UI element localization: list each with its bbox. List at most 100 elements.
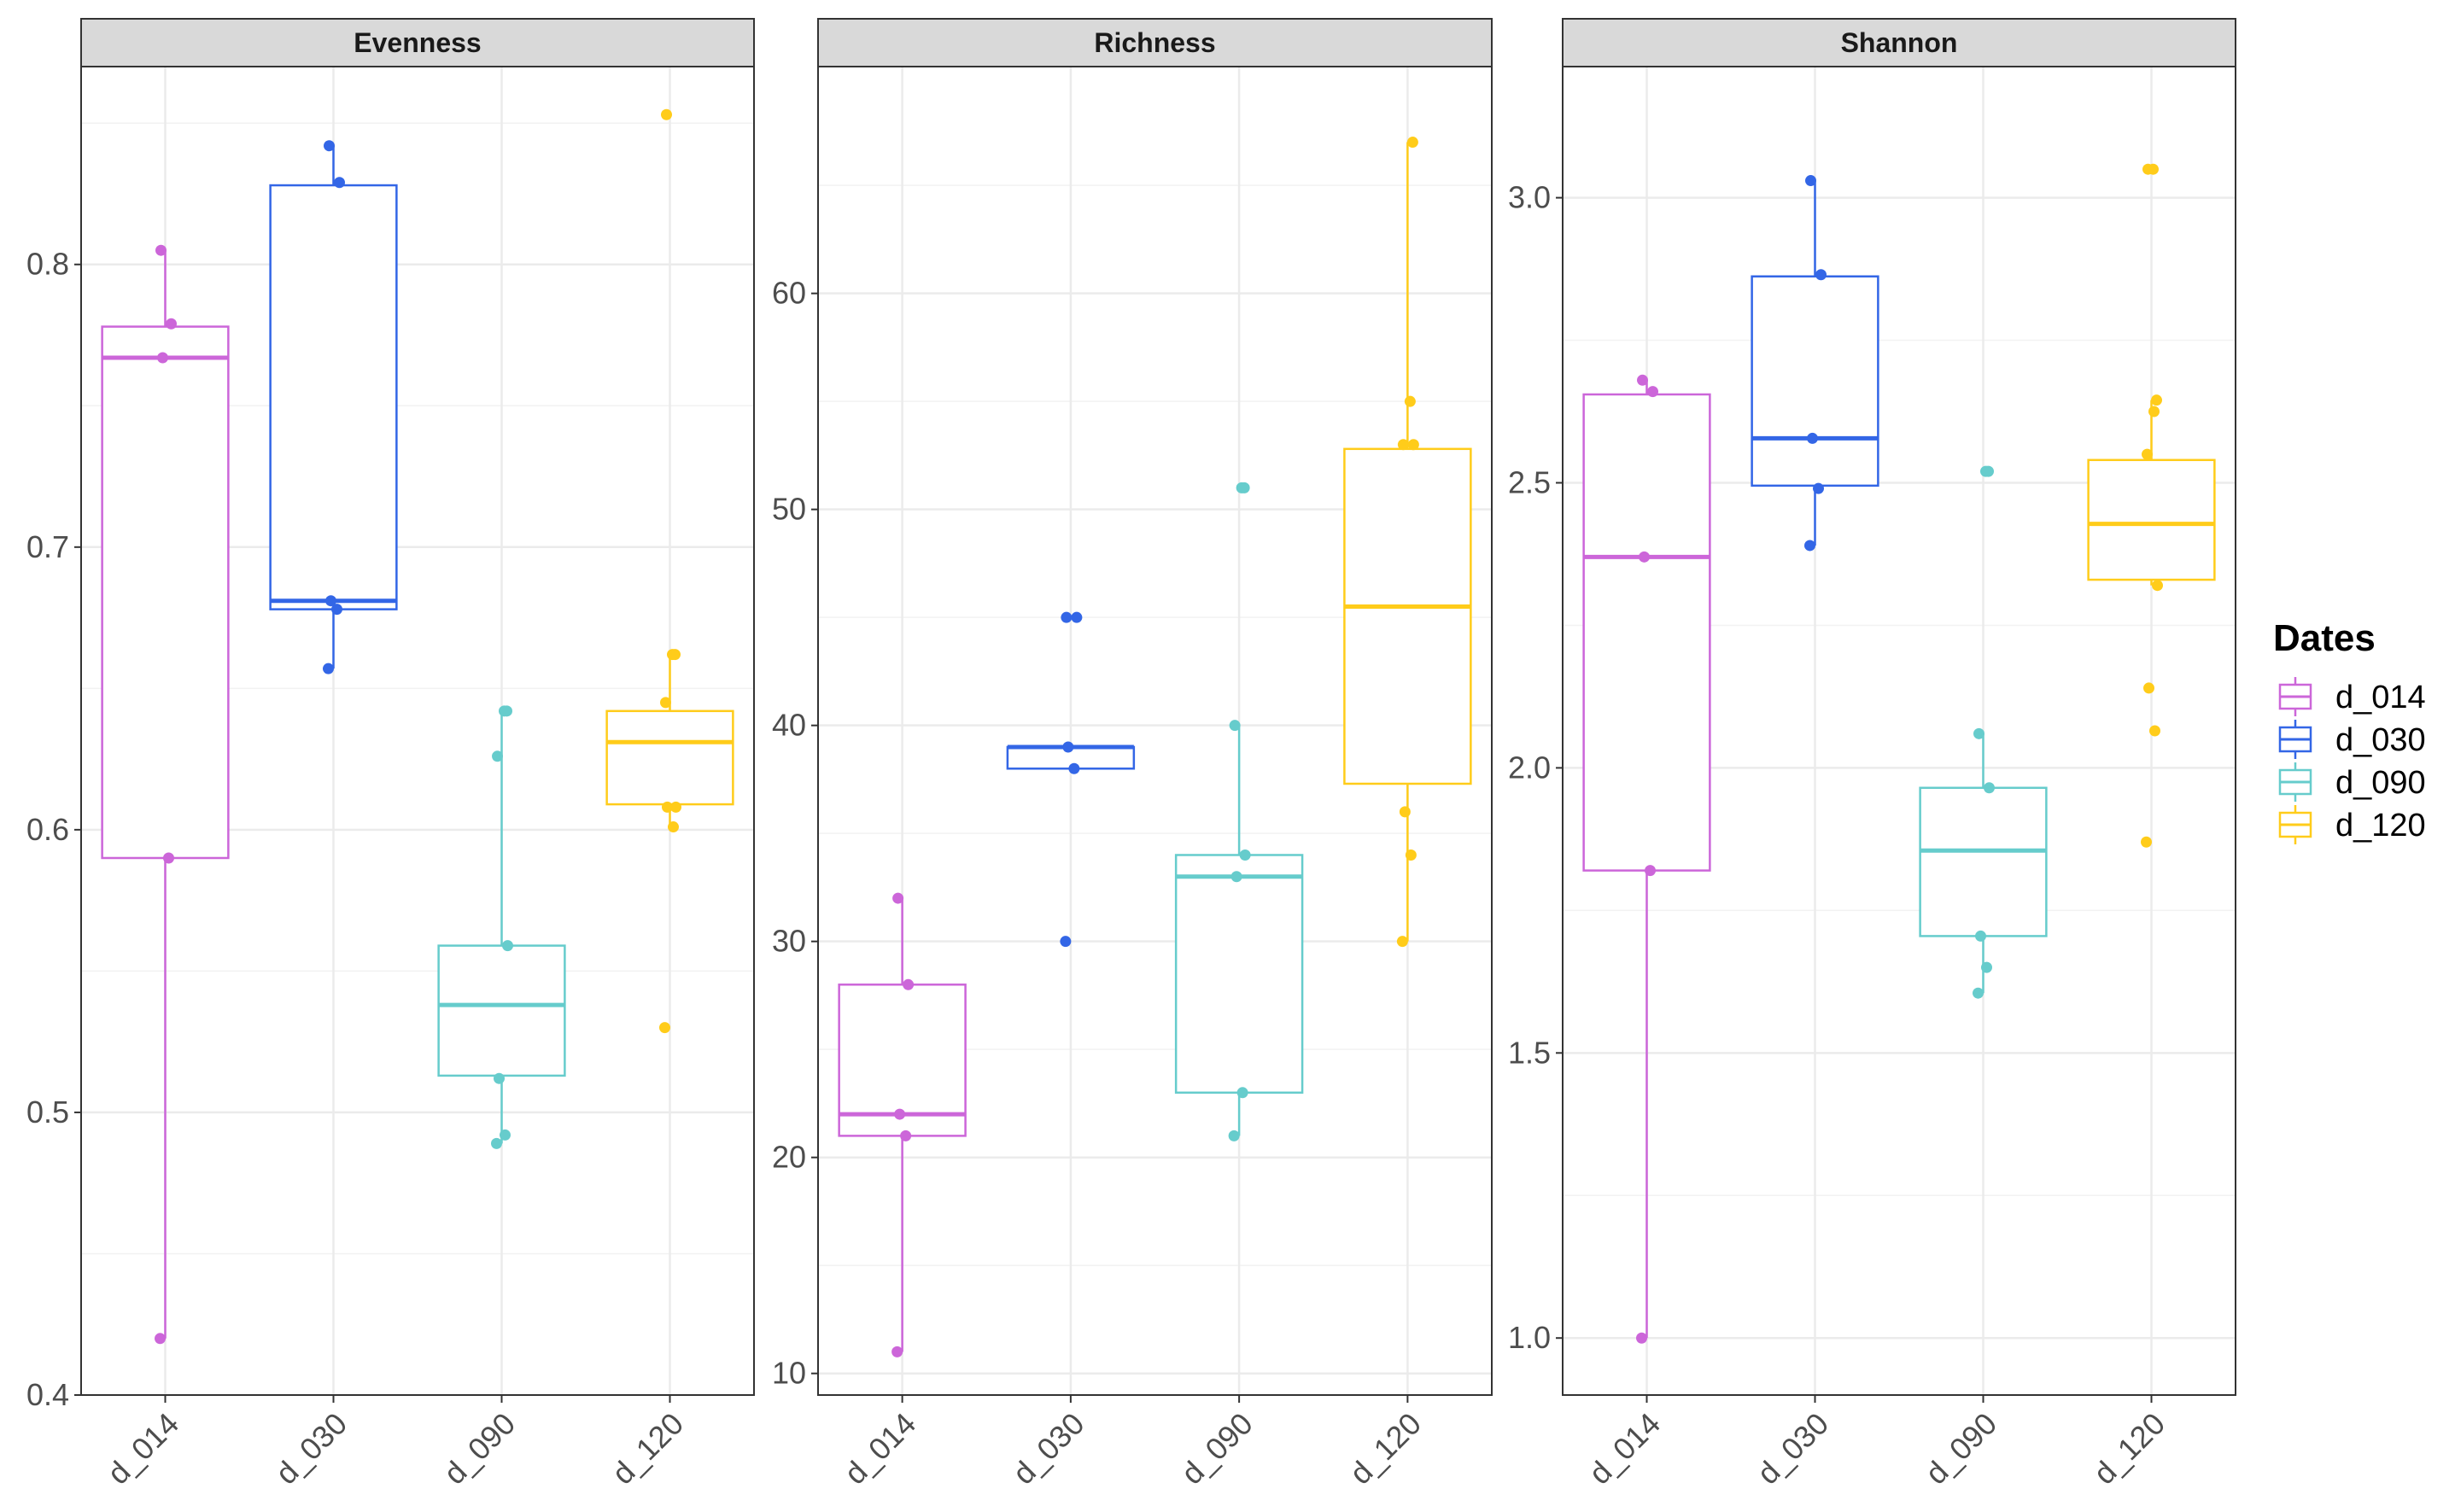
facet-title-evenness: Evenness — [354, 27, 481, 58]
x-tick-label: d_014 — [100, 1406, 185, 1492]
data-point — [334, 177, 345, 189]
data-point — [325, 595, 336, 607]
data-point — [492, 750, 503, 762]
box-iqr — [101, 325, 230, 860]
facet-richness: Richness 10 20 30 40 50 60 d_014 d_030 d_090 d_120 — [772, 18, 1493, 1492]
y-tick-label: 20 — [772, 1140, 806, 1175]
data-point — [1405, 849, 1417, 861]
box-evenness-d-090 — [437, 705, 566, 1149]
data-point — [903, 978, 915, 990]
data-point — [1973, 987, 1984, 999]
legend: Dates d_014 d_030 d_090 d_120 — [2273, 617, 2426, 844]
box-iqr — [605, 709, 734, 806]
data-point — [2149, 725, 2160, 737]
data-point — [494, 1072, 505, 1084]
data-point — [900, 1130, 912, 1141]
data-point — [155, 244, 167, 256]
box-shannon-d-030 — [1751, 175, 1879, 552]
box-richness-d-030 — [1006, 611, 1136, 948]
facet-strip-richness — [817, 18, 1493, 67]
box-richness-d-090 — [1174, 482, 1304, 1141]
x-tick-label: d_030 — [1750, 1406, 1835, 1492]
data-point — [661, 108, 672, 120]
facet-title-shannon: Shannon — [1841, 27, 1958, 58]
y-tick-label: 2.0 — [1508, 750, 1551, 785]
data-point — [157, 352, 168, 364]
data-point — [1973, 727, 1984, 739]
data-point — [1236, 1087, 1248, 1099]
facet-strip-evenness — [80, 18, 755, 67]
data-point — [1645, 865, 1656, 877]
box-evenness-d-120 — [605, 108, 734, 1034]
data-point — [670, 801, 681, 813]
data-point — [1397, 439, 1409, 451]
legend-item-d-030: d_030 — [2278, 720, 2426, 759]
y-tick-label: 40 — [772, 708, 806, 743]
panel-border-evenness — [80, 66, 755, 1396]
box-iqr — [1174, 854, 1304, 1095]
data-point — [669, 649, 681, 661]
data-point — [1805, 175, 1816, 187]
x-tick-label: d_090 — [1918, 1406, 2003, 1492]
box-shannon-d-090 — [1919, 465, 2048, 999]
box-iqr — [437, 944, 566, 1077]
data-point — [891, 1346, 903, 1357]
data-point — [491, 1137, 502, 1149]
legend-label: d_120 — [2335, 808, 2426, 844]
legend-label: d_030 — [2335, 722, 2426, 758]
data-point — [1639, 551, 1650, 563]
x-tick-label: d_120 — [605, 1406, 690, 1492]
data-point — [1399, 806, 1411, 818]
y-tick-label: 0.5 — [26, 1095, 69, 1130]
data-point — [502, 940, 513, 952]
box-evenness-d-030 — [269, 140, 398, 674]
box-iqr — [1582, 393, 1711, 872]
y-tick-label: 50 — [772, 492, 806, 527]
data-point — [2152, 580, 2163, 592]
data-point — [668, 821, 679, 833]
box-iqr — [1751, 275, 1879, 487]
y-tick-label: 1.0 — [1508, 1320, 1551, 1355]
legend-label: d_014 — [2335, 680, 2426, 715]
x-tick-label: d_090 — [436, 1406, 522, 1492]
box-shannon-d-120 — [2087, 163, 2216, 848]
x-tick-label: d_014 — [838, 1406, 923, 1492]
y-tick-label: 0.8 — [26, 247, 69, 282]
data-point — [1404, 395, 1416, 407]
legend-label: d_090 — [2335, 765, 2426, 801]
facet-title-richness: Richness — [1094, 27, 1215, 58]
data-point — [659, 1022, 670, 1034]
data-point — [1636, 1332, 1647, 1344]
data-point — [1239, 849, 1251, 861]
legend-title: Dates — [2273, 617, 2376, 659]
data-point — [1228, 1130, 1240, 1141]
x-tick-label: d_090 — [1174, 1406, 1260, 1492]
data-point — [1813, 482, 1824, 494]
y-tick-label: 0.6 — [26, 812, 69, 847]
box-iqr — [269, 184, 398, 610]
facet-shannon: Shannon 1.0 1.5 2.0 2.5 3.0 d_014 d_030 d_090 d_1… — [1508, 18, 2236, 1492]
panel-border-shannon — [1562, 66, 2236, 1396]
y-tick-label: 3.0 — [1508, 180, 1551, 215]
data-point — [1981, 961, 1992, 973]
data-point — [1062, 741, 1074, 753]
x-tick-label: d_030 — [268, 1406, 354, 1492]
facet-evenness: Evenness 0.4 0.5 0.6 0.7 0.8 d_014 d_030 d_090 d_… — [26, 18, 755, 1492]
data-point — [2141, 836, 2152, 848]
data-point — [155, 1333, 166, 1345]
data-point — [1061, 611, 1073, 623]
data-point — [1807, 432, 1818, 444]
data-point — [2142, 448, 2153, 460]
legend-item-d-120: d_120 — [2278, 805, 2426, 844]
y-tick-label: 60 — [772, 276, 806, 311]
data-point — [1647, 386, 1658, 398]
legend-item-d-014: d_014 — [2278, 677, 2426, 716]
data-point — [1983, 465, 1994, 477]
panel-border-richness — [817, 66, 1493, 1396]
data-point — [1407, 439, 1419, 451]
x-tick-label: d_014 — [1581, 1406, 1667, 1492]
box-iqr — [2087, 458, 2216, 581]
data-point — [500, 1129, 511, 1141]
data-point — [323, 663, 334, 674]
